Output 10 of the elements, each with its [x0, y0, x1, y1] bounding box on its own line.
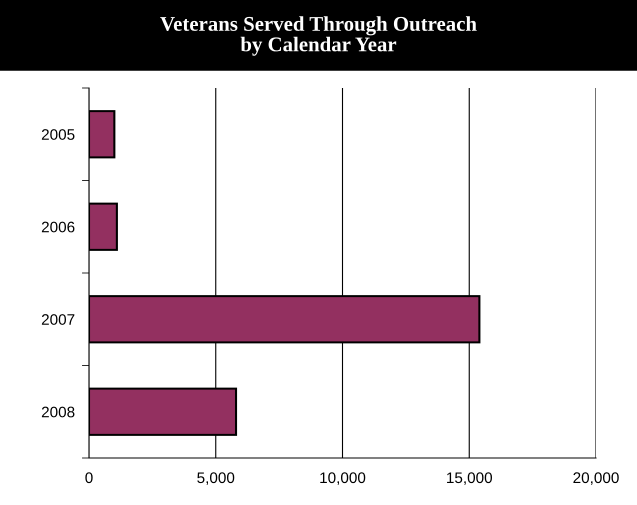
y-tick-label: 2007 — [42, 314, 74, 325]
x-tick-label: 5,000 — [197, 472, 234, 485]
x-tick-label: 10,000 — [320, 472, 366, 485]
y-tick-label: 2005 — [42, 129, 74, 140]
chart-title: Veterans Served Through Outreach by Calendar Year — [160, 16, 477, 56]
y-tick-label: 2008 — [42, 406, 74, 418]
x-tick-label: 20,000 — [573, 472, 619, 485]
y-tick-label: 2006 — [42, 222, 74, 232]
x-tick-label: 15,000 — [447, 472, 492, 485]
x-tick-label: 0 — [85, 472, 93, 484]
